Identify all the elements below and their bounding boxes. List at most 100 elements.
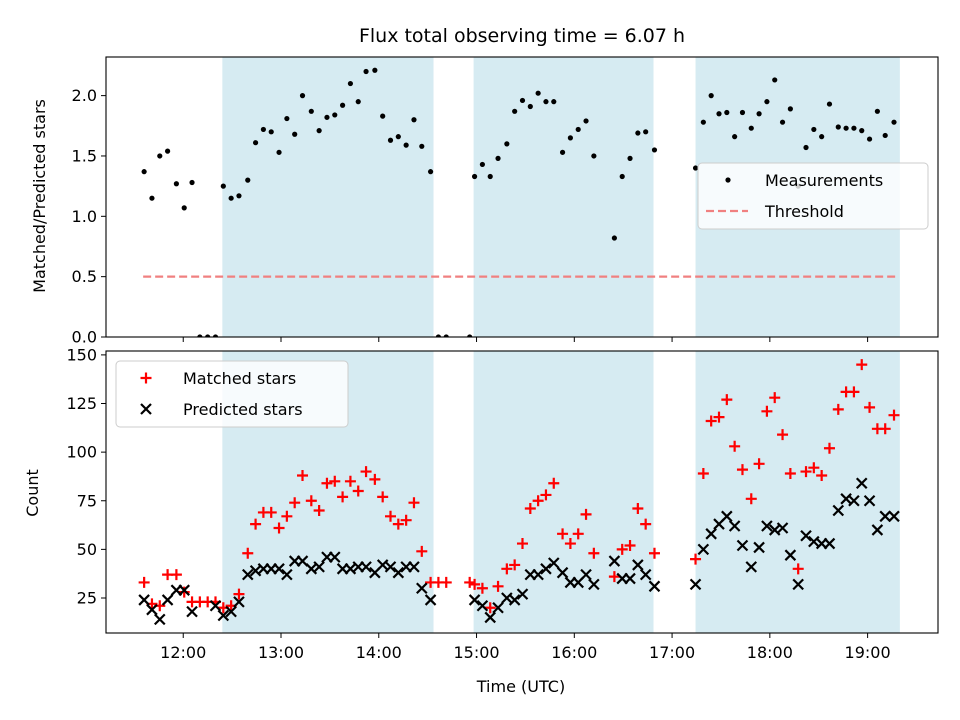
y-tick-label: 75 (77, 491, 97, 510)
predicted-stars-point (408, 561, 420, 573)
matched-stars-point (352, 485, 364, 497)
measurements-point (197, 334, 203, 337)
matched-stars-point (273, 522, 285, 534)
matched-stars-point (713, 411, 725, 423)
predicted-stars-point (241, 568, 254, 581)
measurements-point (575, 126, 581, 133)
measurements-point (826, 101, 833, 107)
measurements-point (535, 90, 541, 96)
matched-stars-point (360, 466, 372, 478)
predicted-stars-point (689, 578, 702, 591)
measurements-point (803, 144, 809, 151)
matched-stars-point (369, 473, 381, 485)
predicted-stars-legend-label: Predicted stars (183, 400, 303, 419)
predicted-stars-point (792, 578, 804, 591)
y-tick-label: 100 (66, 443, 97, 462)
measurements-point (891, 119, 897, 125)
matched-stars-point (400, 514, 412, 526)
predicted-stars-point (855, 477, 868, 490)
measurements-point (372, 67, 378, 73)
predicted-stars-point (624, 572, 636, 585)
measurements-point (851, 125, 857, 131)
measurements-point (779, 119, 786, 125)
matched-stars-point (697, 468, 709, 480)
y-tick-label: 0.5 (72, 267, 97, 286)
measurements-point (419, 143, 425, 149)
measurements-point (748, 125, 754, 131)
matched-stars-point (832, 403, 844, 415)
matched-stars-point (416, 545, 428, 557)
matched-stars-point (729, 440, 741, 452)
matched-stars-point (572, 528, 584, 540)
measurements-point (347, 80, 354, 87)
x-tick-label: 15:00 (453, 643, 499, 662)
measurements-point (835, 124, 841, 130)
matched-stars-point (761, 405, 773, 417)
predicted-stars-point (178, 584, 190, 596)
measurements-point (316, 128, 322, 134)
matched-stars-point (856, 359, 868, 371)
predicted-stars-point (879, 510, 891, 523)
legend-box (697, 162, 929, 230)
axes-frame (105, 56, 939, 338)
predicted-stars-point (273, 563, 285, 575)
y-tick-label: 1.5 (72, 146, 97, 165)
measurements-point (276, 149, 282, 155)
predicted-stars-point (705, 528, 717, 540)
matched-stars-point (640, 518, 652, 530)
predicted-stars-point (476, 599, 489, 612)
measurements-point (149, 195, 155, 201)
matched-stars-point (313, 504, 325, 516)
measurements-point (627, 155, 633, 161)
plot-area (141, 67, 897, 337)
measurements-point (874, 108, 880, 114)
measurements-point (708, 93, 714, 99)
measurements-point (339, 102, 346, 108)
x-tick-label: 16:00 (551, 643, 597, 662)
measurements-point (355, 99, 361, 105)
matched-stars-point (753, 458, 765, 470)
predicted-stars-point (313, 561, 325, 573)
matched-stars-point (879, 423, 891, 435)
y-tick-label: 50 (77, 540, 97, 559)
measurements-point (732, 134, 738, 140)
measurements-point (583, 118, 589, 124)
measurements-legend-label: Measurements (765, 171, 883, 190)
predicted-stars-point (209, 599, 222, 612)
matched-stars-point (624, 539, 636, 551)
matched-stars-legend-swatch (140, 372, 152, 384)
predicted-stars-point (580, 568, 592, 581)
measurements-point (635, 130, 641, 136)
measurements-point (811, 126, 817, 133)
predicted-stars-point (745, 561, 758, 573)
predicted-stars-point (888, 510, 900, 523)
measurements-point (700, 119, 706, 125)
matched-stars-point (769, 392, 781, 404)
predicted-stars-point (138, 594, 150, 606)
matched-stars-point (337, 491, 349, 503)
predicted-stars-point (153, 613, 166, 626)
predicted-stars-point (547, 557, 560, 569)
measurements-point (220, 183, 226, 189)
chart-title: Flux total observing time = 6.07 h (359, 25, 685, 47)
measurements-point (487, 173, 493, 180)
matched-stars-point (289, 497, 301, 509)
matched-stars-point (329, 475, 341, 487)
x-tick-label: 13:00 (258, 643, 304, 662)
y-tick-label: 0.0 (72, 328, 97, 347)
predicted-stars-point (328, 551, 341, 563)
measurements-point (205, 334, 211, 337)
y-tick-label: 1.0 (72, 207, 97, 226)
x-tick-label: 19:00 (845, 643, 891, 662)
measurements-point (252, 140, 259, 146)
measurements-point (843, 125, 849, 131)
measurements-point (268, 129, 274, 135)
measurements-point (882, 132, 888, 139)
matched-stars-point (440, 576, 452, 588)
matched-stars-point (516, 538, 528, 550)
predicted-stars-point (186, 605, 198, 618)
matched-stars-point (632, 503, 644, 515)
predicted-stars-point (360, 561, 372, 573)
measurements-point (324, 114, 330, 120)
matched-stars-point (532, 495, 544, 507)
